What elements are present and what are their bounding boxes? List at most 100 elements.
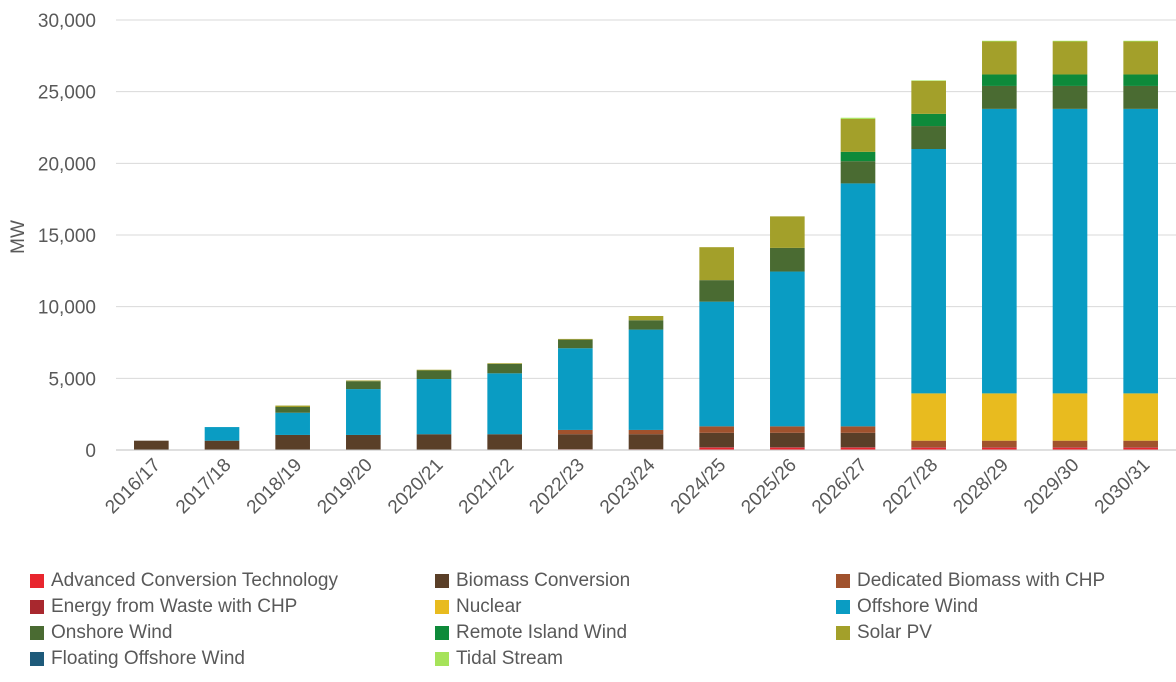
x-tick-label: 2017/18 — [172, 455, 235, 518]
bar-segment — [628, 429, 664, 435]
y-tick-label: 0 — [85, 441, 96, 462]
bar-segment — [134, 440, 169, 450]
bar-segment — [911, 149, 946, 394]
legend-item: Nuclear — [435, 594, 521, 620]
x-tick-label: 2025/26 — [737, 455, 800, 518]
x-tick-label: 2029/30 — [1020, 455, 1083, 518]
x-tick-label: 2030/31 — [1091, 455, 1154, 518]
bar-segment — [982, 108, 1017, 394]
bar-segment — [911, 440, 946, 448]
bar-segment — [911, 126, 946, 149]
bar-segment — [487, 373, 522, 435]
bar-segment — [699, 426, 734, 433]
legend-item: Energy from Waste with CHP — [30, 594, 297, 620]
bar-segment — [770, 447, 805, 448]
bar-segment — [770, 426, 805, 433]
bar-segment — [1052, 108, 1088, 394]
x-tick-label: 2018/19 — [243, 455, 306, 518]
y-tick-label: 20,000 — [38, 154, 96, 175]
bar-segment — [1123, 108, 1158, 394]
bar-segment — [346, 380, 381, 382]
bar-segment — [558, 338, 593, 340]
x-tick-label: 2019/20 — [313, 455, 376, 518]
bar-segment — [770, 216, 805, 248]
bar-segment — [558, 429, 593, 435]
bar-segment — [628, 320, 664, 330]
x-tick-label: 2026/27 — [808, 455, 871, 518]
bar-segment — [840, 447, 876, 450]
legend-swatch — [836, 600, 850, 614]
legend-swatch — [30, 600, 44, 614]
y-tick-label: 5,000 — [48, 369, 96, 390]
legend-swatch — [30, 574, 44, 588]
bar-segment — [487, 434, 522, 450]
bar-segment — [911, 80, 946, 81]
bar-segment — [1052, 41, 1088, 75]
bar-segment — [204, 427, 240, 441]
legend-label: Dedicated Biomass with CHP — [857, 570, 1106, 591]
legend-label: Solar PV — [857, 622, 932, 643]
bar-segment — [699, 247, 734, 281]
y-axis-ticks: 0 5,000 10,000 15,000 20,000 25,000 30,000 — [38, 11, 96, 462]
bar-stack — [1123, 40, 1158, 450]
bar-segment — [487, 364, 522, 374]
bar-segment — [840, 432, 876, 448]
bar-segment — [911, 393, 946, 441]
bar-segment — [1052, 393, 1088, 441]
bar-segment — [699, 301, 734, 427]
legend-item: Offshore Wind — [836, 594, 978, 620]
bar-segment — [840, 183, 876, 427]
bar-stack — [487, 363, 522, 450]
bar-stack — [416, 369, 452, 450]
bar-segment — [1123, 447, 1158, 450]
bar-segment — [699, 280, 734, 302]
bar-stack — [134, 440, 169, 450]
bar-segment — [1123, 85, 1158, 109]
bar-segment — [770, 271, 805, 427]
legend-item: Advanced Conversion Technology — [30, 568, 338, 594]
bar-stack — [346, 380, 381, 450]
bar-segment — [911, 80, 946, 114]
bar-segment — [911, 447, 946, 450]
bar-segment — [558, 434, 593, 450]
bar-stack — [204, 427, 240, 450]
bar-segment — [982, 447, 1017, 450]
bar-segment — [275, 407, 310, 413]
bar-segment — [982, 447, 1017, 448]
bar-segment — [699, 447, 734, 448]
legend-item: Dedicated Biomass with CHP — [836, 568, 1105, 594]
legend-label: Advanced Conversion Technology — [51, 570, 338, 591]
bar-segment — [699, 447, 734, 450]
bar-segment — [840, 426, 876, 433]
y-tick-label: 25,000 — [38, 83, 96, 104]
legend-label: Energy from Waste with CHP — [51, 596, 298, 617]
bar-segment — [1123, 447, 1158, 448]
bar-segment — [1123, 74, 1158, 86]
bar-segment — [1052, 447, 1088, 450]
bar-stack — [628, 315, 664, 450]
bar-segment — [840, 447, 876, 448]
bar-segment — [1123, 393, 1158, 441]
legend-swatch — [30, 626, 44, 640]
bar-segment — [275, 405, 310, 407]
legend-swatch — [836, 574, 850, 588]
bar-segment — [558, 348, 593, 430]
bar-stack — [558, 338, 593, 450]
legend-swatch — [30, 652, 44, 666]
legend-swatch — [435, 626, 449, 640]
bar-stack — [911, 80, 946, 450]
legend-label: Remote Island Wind — [456, 622, 628, 643]
x-tick-label: 2016/17 — [101, 455, 164, 518]
bar-segment — [487, 363, 522, 364]
bar-segment — [346, 434, 381, 450]
legend-item: Tidal Stream — [435, 646, 563, 672]
bars — [134, 40, 1158, 450]
legend-label: Biomass Conversion — [456, 570, 631, 591]
bar-segment — [982, 393, 1017, 441]
bar-segment — [1123, 41, 1158, 75]
legend-swatch — [435, 652, 449, 666]
x-axis-ticks: 2016/17 2017/18 2018/19 2019/20 2020/21 2021/… — [101, 454, 1154, 518]
bar-stack — [840, 117, 876, 450]
bar-stack — [770, 216, 805, 450]
legend-label: Onshore Wind — [51, 622, 173, 643]
